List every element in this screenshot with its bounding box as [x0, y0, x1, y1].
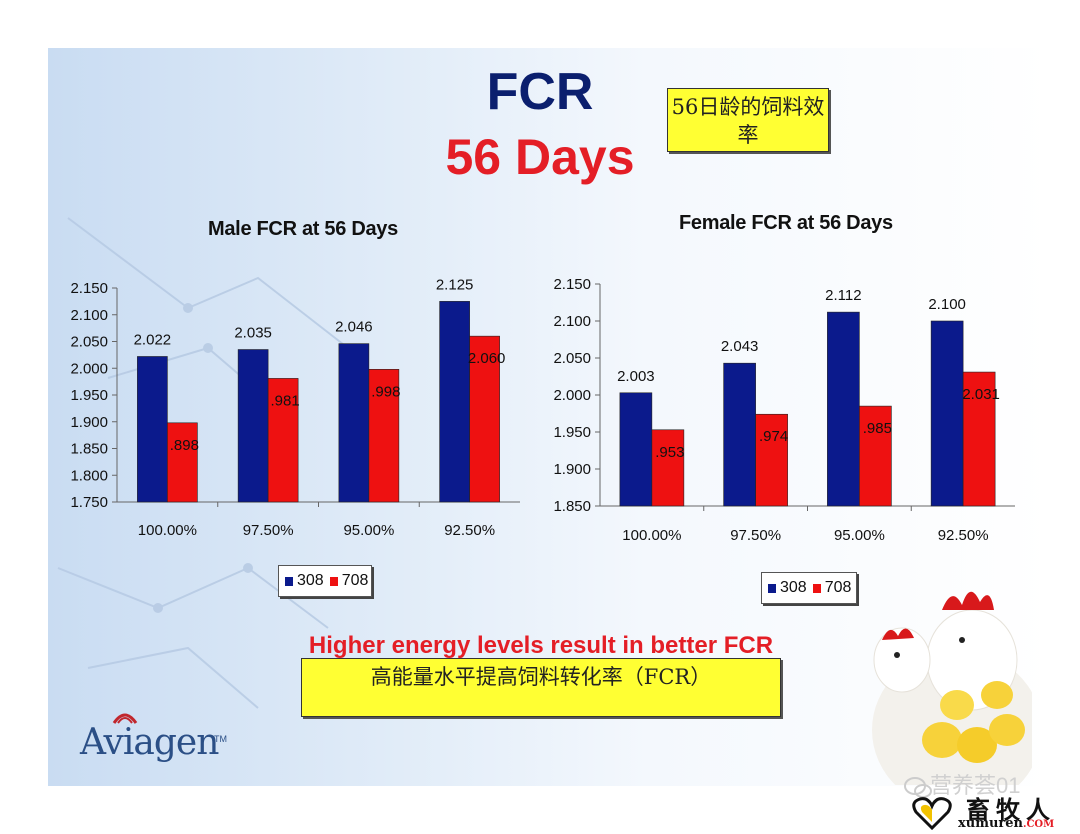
bar-308 — [619, 392, 653, 507]
data-label: .985 — [863, 420, 892, 437]
legend-label-308: 308 — [780, 579, 807, 596]
male-chart-title: Male FCR at 56 Days — [208, 218, 398, 240]
y-tick-label: 1.750 — [70, 494, 108, 511]
brand-name-en: xumuren.COM — [958, 816, 1054, 831]
bar-308 — [137, 356, 168, 503]
legend-label-708: 708 — [341, 572, 369, 589]
x-tick-label: 95.00% — [834, 527, 885, 544]
data-label: 2.100 — [928, 296, 966, 313]
y-tick-label: 2.100 — [70, 307, 108, 324]
legend-label-708: 708 — [824, 579, 852, 596]
y-tick-label: 2.150 — [70, 280, 108, 297]
data-label: 2.035 — [234, 325, 272, 342]
y-tick-label: 2.000 — [553, 387, 591, 404]
data-label: 2.022 — [134, 331, 172, 348]
x-tick-label: 95.00% — [343, 522, 394, 539]
brand-heart-icon — [912, 797, 952, 830]
legend-label-308: 308 — [297, 572, 324, 589]
x-tick-label: 92.50% — [444, 522, 495, 539]
data-label: 2.046 — [335, 319, 373, 336]
bar-708 — [267, 378, 299, 503]
slide-subtitle: 56 Days — [445, 129, 635, 185]
x-tick-label: 97.50% — [730, 527, 781, 544]
data-label: 2.112 — [825, 287, 861, 304]
y-tick-label: 1.900 — [70, 414, 108, 431]
y-tick-label: 2.100 — [553, 313, 591, 330]
watermark-text: 营养荟01 — [930, 773, 1021, 798]
y-tick-label: 2.000 — [70, 360, 108, 377]
bar-708 — [755, 413, 788, 507]
bar-308 — [237, 349, 269, 503]
chicken-illustration — [872, 591, 1032, 785]
aviagen-logo: Aviagen — [80, 722, 219, 763]
bar-308 — [439, 301, 470, 503]
legend-swatch-308 — [768, 583, 776, 593]
bar-708 — [469, 335, 500, 503]
data-label: .898 — [170, 437, 199, 454]
data-label: 2.031 — [962, 386, 1000, 403]
data-label: 2.003 — [617, 368, 655, 385]
data-label: .974 — [759, 428, 788, 445]
slide-title: FCR — [486, 63, 594, 121]
bar-708 — [859, 405, 892, 507]
brand-domain: xumuren — [958, 816, 1023, 831]
key-message: Higher energy levels result in better FC… — [308, 632, 774, 659]
y-tick-label: 2.050 — [553, 350, 591, 367]
aviagen-trademark: TM — [214, 734, 227, 744]
map-decoration — [57, 217, 349, 709]
female-chart-legend: 308 708 — [761, 572, 857, 604]
data-label: 2.060 — [468, 350, 506, 367]
y-tick-label: 1.850 — [553, 498, 591, 515]
bar-708 — [368, 369, 400, 503]
bar-308 — [827, 311, 860, 507]
x-tick-label: 100.00% — [622, 527, 681, 544]
y-tick-label: 2.050 — [70, 334, 108, 351]
data-label: 2.043 — [721, 338, 759, 355]
y-tick-label: 1.800 — [70, 467, 108, 484]
female-chart-title: Female FCR at 56 Days — [679, 212, 893, 234]
data-label: .998 — [371, 383, 400, 400]
legend-swatch-708 — [812, 583, 821, 593]
data-label: .953 — [655, 444, 684, 461]
y-tick-label: 1.850 — [70, 441, 108, 458]
bar-308 — [723, 362, 756, 507]
bar-708 — [651, 429, 685, 507]
male-fcr-chart: 1.750 1.800 1.850 1.900 1.950 2.000 2.050 2.100… — [70, 276, 520, 539]
x-tick-label: 97.50% — [243, 522, 294, 539]
male-chart-legend: 308 708 — [278, 565, 372, 597]
key-message-cn-box: 高能量水平提高饲料转化率（FCR） — [301, 658, 781, 717]
x-tick-label: 100.00% — [138, 522, 197, 539]
aviagen-logo-icon — [112, 713, 138, 724]
bar-708 — [962, 371, 996, 507]
data-label: 2.125 — [436, 276, 474, 293]
bar-308 — [930, 320, 964, 507]
y-tick-label: 1.950 — [70, 387, 108, 404]
bar-308 — [338, 343, 370, 503]
data-label: .981 — [271, 392, 300, 409]
x-tick-label: 92.50% — [938, 527, 989, 544]
brand-domain-suffix: .COM — [1022, 819, 1055, 830]
y-tick-label: 1.900 — [553, 461, 591, 478]
brand-name-cn: 畜牧人 — [966, 795, 1056, 824]
y-tick-label: 1.950 — [553, 424, 591, 441]
legend-swatch-708 — [329, 576, 338, 586]
bar-708 — [167, 422, 198, 503]
legend-swatch-308 — [285, 576, 293, 586]
wechat-icon — [904, 777, 932, 798]
y-tick-label: 2.150 — [553, 276, 591, 293]
title-note-box: 56日龄的饲料效率 — [667, 88, 829, 152]
female-fcr-chart: 1.850 1.900 1.950 2.000 2.050 2.100 2.150 100.0… — [553, 276, 1015, 544]
